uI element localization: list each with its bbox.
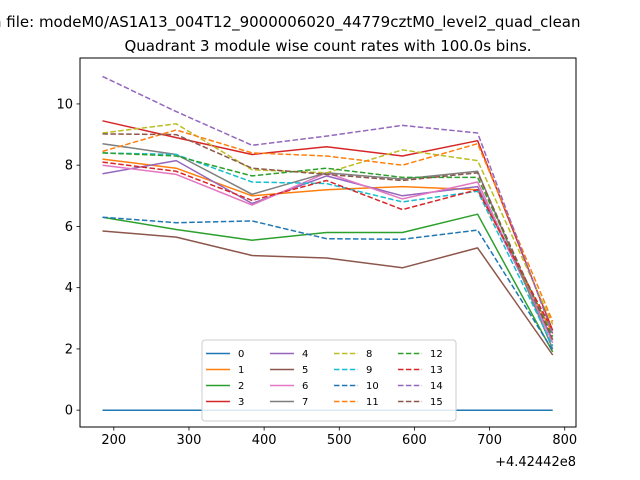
- series-line-11: [102, 129, 554, 322]
- x-tick-label: 700: [477, 433, 502, 448]
- legend-label-8: 8: [366, 349, 372, 360]
- legend-label-5: 5: [302, 365, 308, 376]
- x-axis-offset-label: +4.42442e8: [495, 455, 576, 470]
- x-tick-label: 500: [327, 433, 352, 448]
- series-line-6: [102, 164, 554, 344]
- legend-label-11: 11: [366, 397, 379, 408]
- axes-frame: [79, 57, 577, 428]
- x-tick-label: 300: [177, 433, 202, 448]
- x-tick-label: 200: [101, 433, 126, 448]
- legend-label-15: 15: [430, 397, 443, 408]
- chart-title: Quadrant 3 module wise count rates with …: [124, 37, 531, 55]
- series-line-4: [102, 159, 554, 341]
- series-line-12: [102, 152, 554, 338]
- series-line-3: [102, 120, 554, 331]
- y-axis: 0 2 4 6 8 10: [56, 97, 80, 419]
- series-lines: [102, 75, 554, 411]
- legend-label-6: 6: [302, 381, 308, 392]
- y-tick-label: 0: [65, 404, 73, 419]
- series-line-10: [102, 216, 554, 351]
- legend-label-13: 13: [430, 365, 443, 376]
- series-line-15: [102, 133, 554, 341]
- legend-label-3: 3: [238, 397, 244, 408]
- y-tick-label: 10: [56, 97, 73, 112]
- series-line-9: [102, 152, 554, 347]
- y-tick-label: 6: [65, 220, 73, 235]
- series-line-14: [102, 75, 554, 334]
- figure-suptitle: n file: modeM0/AS1A13_004T12_9000006020_…: [0, 13, 581, 32]
- y-tick-label: 4: [65, 281, 73, 296]
- legend-label-0: 0: [238, 349, 244, 360]
- legend-label-14: 14: [430, 381, 443, 392]
- x-tick-label: 600: [402, 433, 427, 448]
- y-tick-label: 8: [65, 159, 73, 174]
- series-line-5: [102, 230, 554, 356]
- legend-label-10: 10: [366, 381, 379, 392]
- legend-label-4: 4: [302, 349, 308, 360]
- series-line-8: [102, 123, 554, 325]
- legend-label-2: 2: [238, 381, 244, 392]
- series-line-1: [102, 158, 554, 334]
- legend-box: [201, 339, 457, 422]
- y-tick-label: 2: [65, 342, 73, 357]
- series-line-2: [102, 213, 554, 353]
- x-axis: 200 300 400 500 600 700 800: [101, 427, 577, 448]
- series-line-13: [102, 161, 554, 331]
- legend-label-12: 12: [430, 349, 443, 360]
- legend-label-1: 1: [238, 365, 244, 376]
- legend-label-9: 9: [366, 365, 372, 376]
- x-tick-label: 400: [252, 433, 277, 448]
- legend-label-7: 7: [302, 397, 308, 408]
- x-tick-label: 800: [552, 433, 577, 448]
